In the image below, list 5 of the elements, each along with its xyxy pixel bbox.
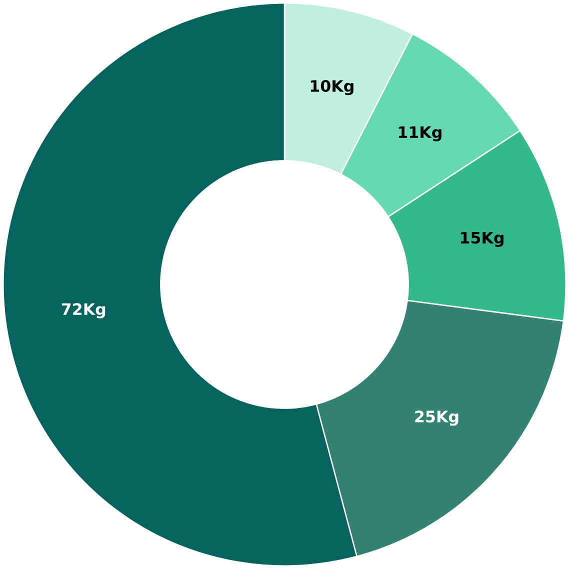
data-label: 72Kg (62, 303, 106, 318)
data-label: 10Kg (310, 80, 354, 96)
data-label: 15Kg (460, 232, 504, 247)
data-label: 25Kg (415, 410, 458, 426)
data-label: 11Kg (398, 126, 442, 142)
